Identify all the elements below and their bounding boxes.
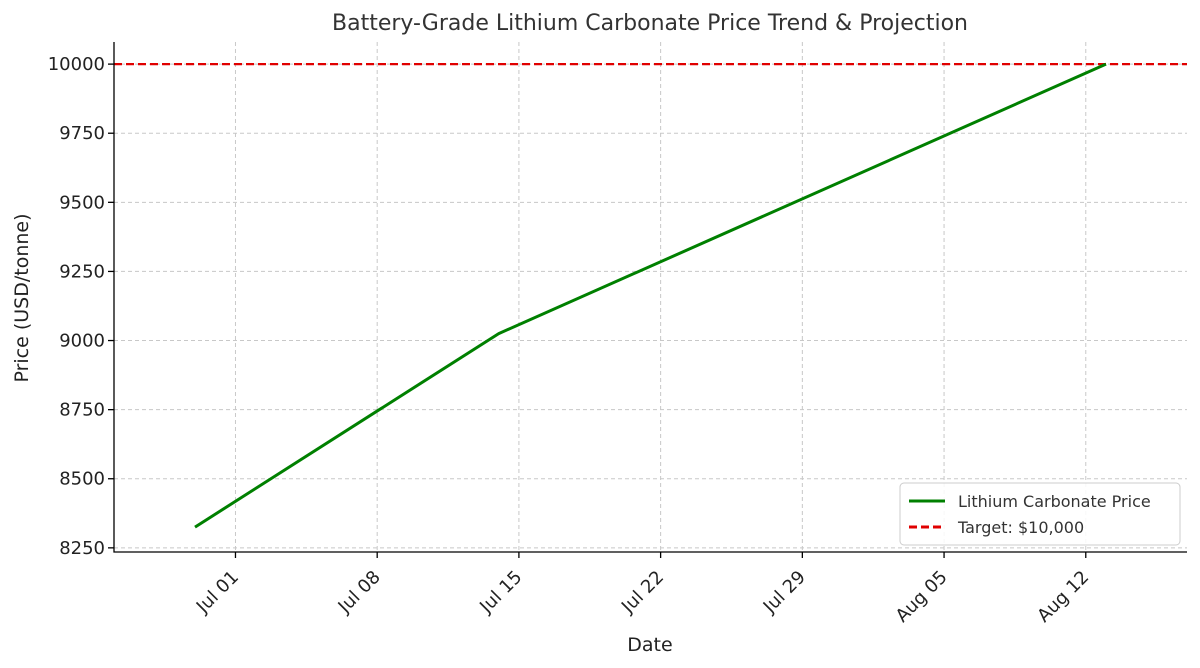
y-tick-label: 8500 [59,469,105,490]
grid-layer [114,42,1187,552]
legend-label: Target: $10,000 [957,518,1084,537]
x-tick-label: Aug 12 [1033,567,1093,627]
y-tick-label: 9250 [59,261,105,282]
y-axis-label: Price (USD/tonne) [11,213,33,382]
y-tick-label: 10000 [48,54,105,75]
y-tick-label: 8750 [59,400,105,421]
series-layer [194,62,1107,529]
chart-title: Battery-Grade Lithium Carbonate Price Tr… [332,11,968,36]
x-tick-label: Jul 15 [475,567,526,618]
x-tick-label: Jul 08 [334,567,385,618]
x-tick-label: Aug 05 [892,567,952,627]
y-tick-label: 9500 [59,192,105,213]
axis-spines [113,42,1187,553]
x-axis-label: Date [627,634,672,656]
y-tick-label: 8250 [59,538,105,559]
x-tick-label: Jul 01 [192,567,243,618]
y-tick-label: 9750 [59,123,105,144]
legend-label: Lithium Carbonate Price [958,492,1151,511]
price-series-line [194,62,1107,529]
legend-box [899,482,1181,546]
x-tick-label: Jul 29 [759,567,810,618]
x-tick-label: Jul 22 [617,567,668,618]
legend: Lithium Carbonate Price Target: $10,000 [899,482,1181,546]
y-tick-label: 9000 [59,331,105,352]
